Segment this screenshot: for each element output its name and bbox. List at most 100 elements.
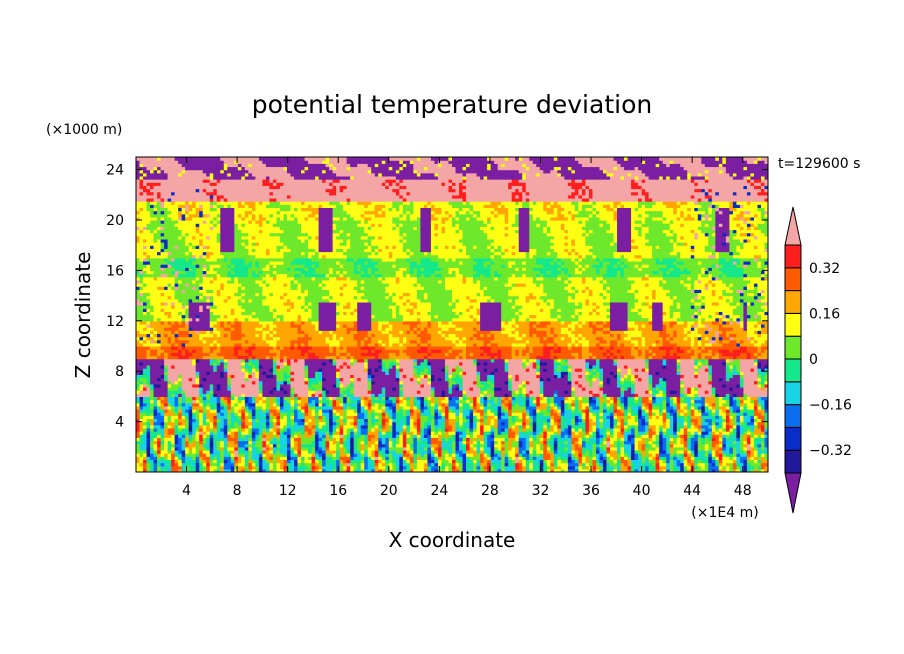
field-cell bbox=[634, 462, 639, 467]
field-cell bbox=[143, 462, 148, 467]
field-cell bbox=[195, 453, 200, 457]
field-cell bbox=[336, 459, 341, 464]
field-cell bbox=[687, 449, 692, 454]
field-cell bbox=[546, 456, 551, 460]
field-cell bbox=[357, 459, 362, 464]
field-cell bbox=[729, 456, 734, 460]
field-cell bbox=[581, 465, 587, 470]
field-cell bbox=[371, 465, 376, 470]
field-cell bbox=[708, 456, 713, 460]
field-cell bbox=[620, 449, 625, 454]
field-cell bbox=[532, 468, 537, 472]
field-cell bbox=[708, 462, 713, 467]
field-cell bbox=[508, 462, 513, 467]
field-cell bbox=[581, 468, 587, 472]
field-cell bbox=[746, 453, 752, 457]
field-cell bbox=[223, 468, 228, 472]
field-cell bbox=[164, 462, 169, 467]
field-cell bbox=[574, 459, 579, 464]
field-cell bbox=[157, 459, 162, 464]
field-cell bbox=[290, 453, 295, 457]
field-cell bbox=[308, 465, 313, 470]
field-cell bbox=[529, 456, 534, 460]
field-cell bbox=[150, 456, 155, 460]
field-cell bbox=[234, 459, 239, 464]
field-cell bbox=[178, 462, 183, 467]
field-cell bbox=[360, 465, 365, 470]
field-cell bbox=[420, 453, 425, 457]
field-cell bbox=[764, 453, 768, 457]
field-cell bbox=[585, 456, 590, 460]
field-cell bbox=[325, 456, 330, 460]
field-cell bbox=[146, 465, 151, 470]
field-cell bbox=[262, 468, 267, 472]
field-cell bbox=[336, 456, 341, 460]
field-cell bbox=[462, 453, 467, 457]
field-cell bbox=[371, 449, 376, 454]
field-cell bbox=[167, 459, 172, 464]
field-cell bbox=[444, 462, 450, 467]
field-cell bbox=[441, 449, 446, 454]
field-cell bbox=[195, 456, 200, 460]
field-cell bbox=[244, 459, 249, 464]
field-cell bbox=[157, 456, 162, 460]
field-cell bbox=[392, 462, 397, 467]
field-cell bbox=[444, 456, 450, 460]
field-cell bbox=[722, 449, 727, 454]
field-cell bbox=[553, 468, 558, 472]
field-cell bbox=[564, 459, 569, 464]
field-cell bbox=[494, 456, 499, 460]
field-cell bbox=[599, 468, 604, 472]
field-cell bbox=[553, 459, 558, 464]
field-cell bbox=[662, 459, 667, 464]
field-cell bbox=[571, 456, 576, 460]
field-cell bbox=[353, 465, 358, 470]
field-cell bbox=[346, 449, 351, 454]
field-cell bbox=[617, 449, 622, 454]
field-cell bbox=[434, 462, 439, 467]
field-cell bbox=[483, 456, 488, 460]
field-cell bbox=[515, 453, 520, 457]
field-cell bbox=[487, 449, 492, 454]
field-cell bbox=[715, 449, 720, 454]
field-cell bbox=[430, 456, 436, 460]
field-cell bbox=[395, 465, 400, 470]
field-cell bbox=[704, 453, 709, 457]
field-cell bbox=[518, 449, 523, 454]
y-unit-label: (×1000 m) bbox=[46, 122, 122, 138]
field-cell bbox=[294, 459, 299, 464]
field-cell bbox=[378, 462, 383, 467]
field-cell bbox=[237, 456, 242, 460]
field-cell bbox=[483, 465, 488, 470]
field-cell bbox=[374, 456, 379, 460]
field-cell bbox=[350, 449, 355, 454]
field-cell bbox=[322, 465, 327, 470]
field-cell bbox=[610, 449, 615, 454]
field-cell bbox=[437, 449, 443, 454]
field-cell bbox=[343, 459, 348, 464]
field-cell bbox=[230, 468, 235, 472]
field-cell bbox=[599, 465, 604, 470]
field-cell bbox=[452, 459, 457, 464]
field-cell bbox=[645, 453, 650, 457]
field-cell bbox=[167, 468, 172, 472]
field-cell bbox=[213, 468, 218, 472]
field-cell bbox=[223, 456, 228, 460]
field-cell bbox=[725, 456, 730, 460]
field-cell bbox=[315, 449, 320, 454]
field-cell bbox=[294, 465, 299, 470]
field-cell bbox=[357, 468, 362, 472]
field-cell bbox=[399, 459, 404, 464]
field-cell bbox=[178, 465, 183, 470]
field-cell bbox=[634, 449, 639, 454]
field-cell bbox=[511, 449, 516, 454]
field-cell bbox=[325, 465, 330, 470]
field-cell bbox=[146, 446, 151, 451]
field-cell bbox=[574, 465, 579, 470]
field-cell bbox=[602, 465, 608, 470]
field-cell bbox=[325, 468, 330, 472]
field-cell bbox=[216, 465, 221, 470]
field-cell bbox=[595, 462, 601, 467]
field-cell bbox=[624, 449, 629, 454]
field-cell bbox=[437, 456, 443, 460]
